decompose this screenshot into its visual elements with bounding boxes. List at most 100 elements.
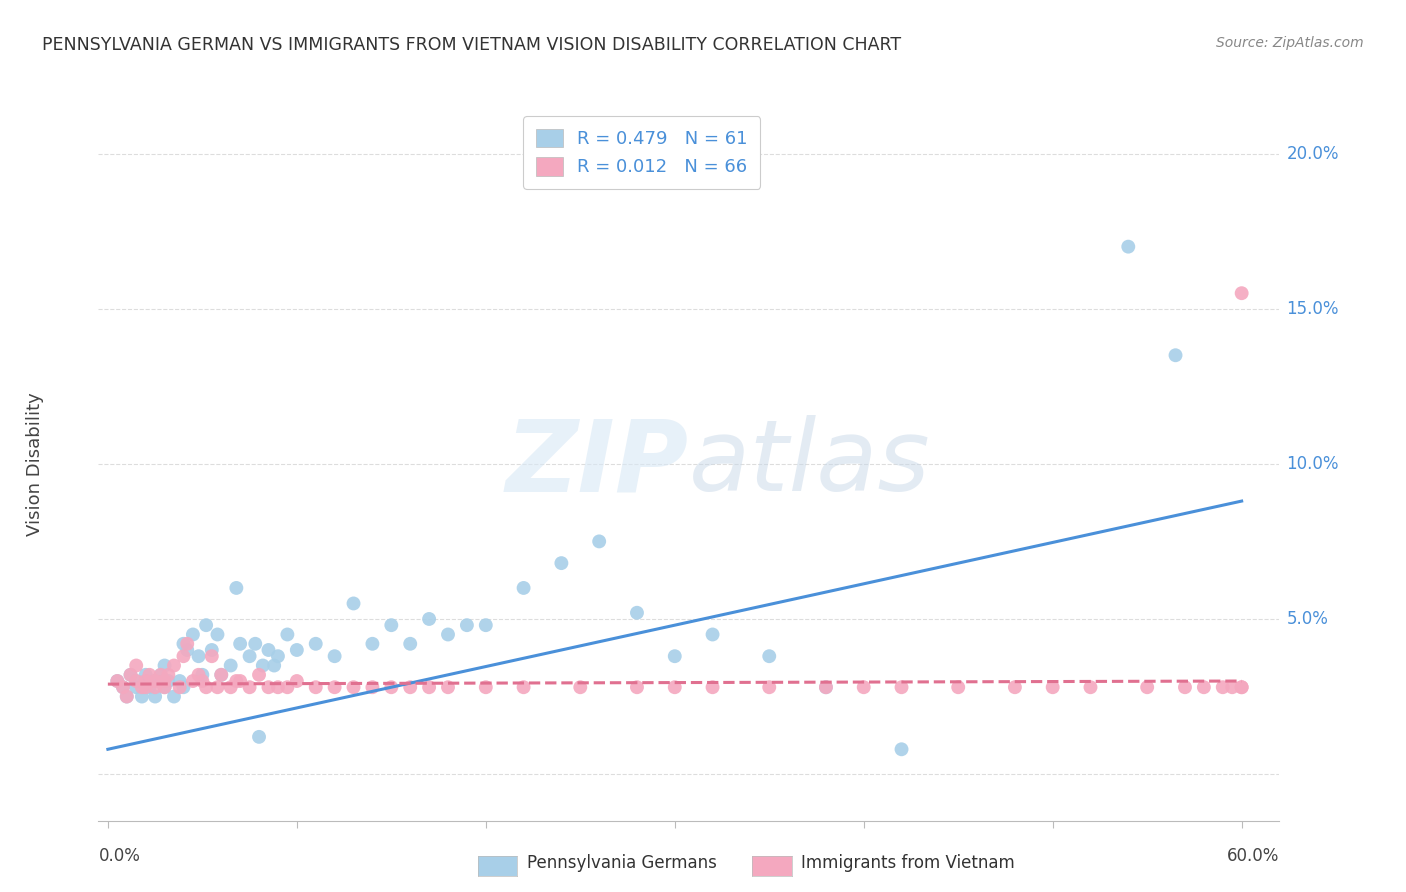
Point — [149, 668, 172, 682]
Point — [512, 581, 534, 595]
Point — [512, 680, 534, 694]
Point — [187, 668, 209, 682]
Point — [361, 637, 384, 651]
Point — [263, 658, 285, 673]
Point — [169, 673, 191, 688]
Point — [1230, 286, 1253, 301]
Point — [201, 649, 224, 664]
Point — [143, 673, 166, 688]
Point — [225, 673, 247, 688]
Point — [181, 627, 204, 641]
Text: 20.0%: 20.0% — [1286, 145, 1339, 162]
Point — [239, 649, 262, 664]
Point — [323, 649, 346, 664]
Point — [702, 627, 724, 641]
Point — [191, 668, 214, 682]
Point — [245, 637, 267, 651]
Point — [125, 680, 148, 694]
Point — [342, 597, 364, 611]
Point — [276, 627, 298, 641]
Point — [143, 690, 166, 704]
Text: Vision Disability: Vision Disability — [27, 392, 44, 536]
Point — [111, 680, 134, 694]
Point — [135, 680, 157, 694]
Point — [131, 690, 153, 704]
Point — [418, 612, 440, 626]
Point — [153, 680, 176, 694]
Point — [267, 649, 290, 664]
Point — [814, 680, 837, 694]
Point — [267, 680, 290, 694]
Point — [207, 627, 229, 641]
Point — [176, 637, 198, 651]
Point — [125, 658, 148, 673]
Text: atlas: atlas — [689, 416, 931, 512]
Point — [890, 680, 912, 694]
Point — [105, 673, 128, 688]
Point — [305, 637, 328, 651]
Point — [143, 673, 166, 688]
Point — [153, 673, 176, 688]
Point — [143, 680, 166, 694]
Point — [1080, 680, 1102, 694]
Point — [169, 680, 191, 694]
Point — [157, 668, 180, 682]
Point — [219, 680, 242, 694]
Point — [257, 680, 280, 694]
Point — [247, 668, 270, 682]
Point — [305, 680, 328, 694]
Point — [1042, 680, 1064, 694]
Point — [342, 680, 364, 694]
Point — [437, 680, 460, 694]
Point — [1164, 348, 1187, 362]
Point — [120, 668, 142, 682]
Point — [247, 730, 270, 744]
Point — [1212, 680, 1234, 694]
Point — [201, 643, 224, 657]
Point — [115, 690, 138, 704]
Text: 0.0%: 0.0% — [98, 847, 141, 865]
Point — [285, 673, 308, 688]
Point — [207, 680, 229, 694]
Point — [399, 637, 422, 651]
Point — [135, 673, 157, 688]
Point — [626, 680, 648, 694]
Point — [323, 680, 346, 694]
Point — [163, 690, 186, 704]
Point — [361, 680, 384, 694]
Point — [1004, 680, 1026, 694]
Point — [191, 673, 214, 688]
Point — [852, 680, 875, 694]
Point — [285, 643, 308, 657]
Point — [1230, 680, 1253, 694]
Point — [664, 680, 686, 694]
Point — [702, 680, 724, 694]
Point — [153, 680, 176, 694]
Point — [814, 680, 837, 694]
Point — [758, 680, 780, 694]
Point — [257, 643, 280, 657]
Point — [115, 690, 138, 704]
Point — [187, 649, 209, 664]
Point — [163, 658, 186, 673]
Text: 10.0%: 10.0% — [1286, 455, 1339, 473]
Point — [138, 668, 160, 682]
Point — [380, 680, 402, 694]
Point — [890, 742, 912, 756]
Point — [1220, 680, 1243, 694]
Point — [225, 581, 247, 595]
Point — [569, 680, 592, 694]
Point — [149, 668, 172, 682]
Point — [229, 673, 252, 688]
Point — [219, 658, 242, 673]
Point — [172, 680, 194, 694]
Point — [125, 673, 148, 688]
Point — [135, 673, 157, 688]
Point — [1192, 680, 1215, 694]
Point — [157, 673, 180, 688]
Point — [418, 680, 440, 694]
Point — [172, 649, 194, 664]
Point — [399, 680, 422, 694]
Point — [131, 680, 153, 694]
Point — [252, 658, 274, 673]
